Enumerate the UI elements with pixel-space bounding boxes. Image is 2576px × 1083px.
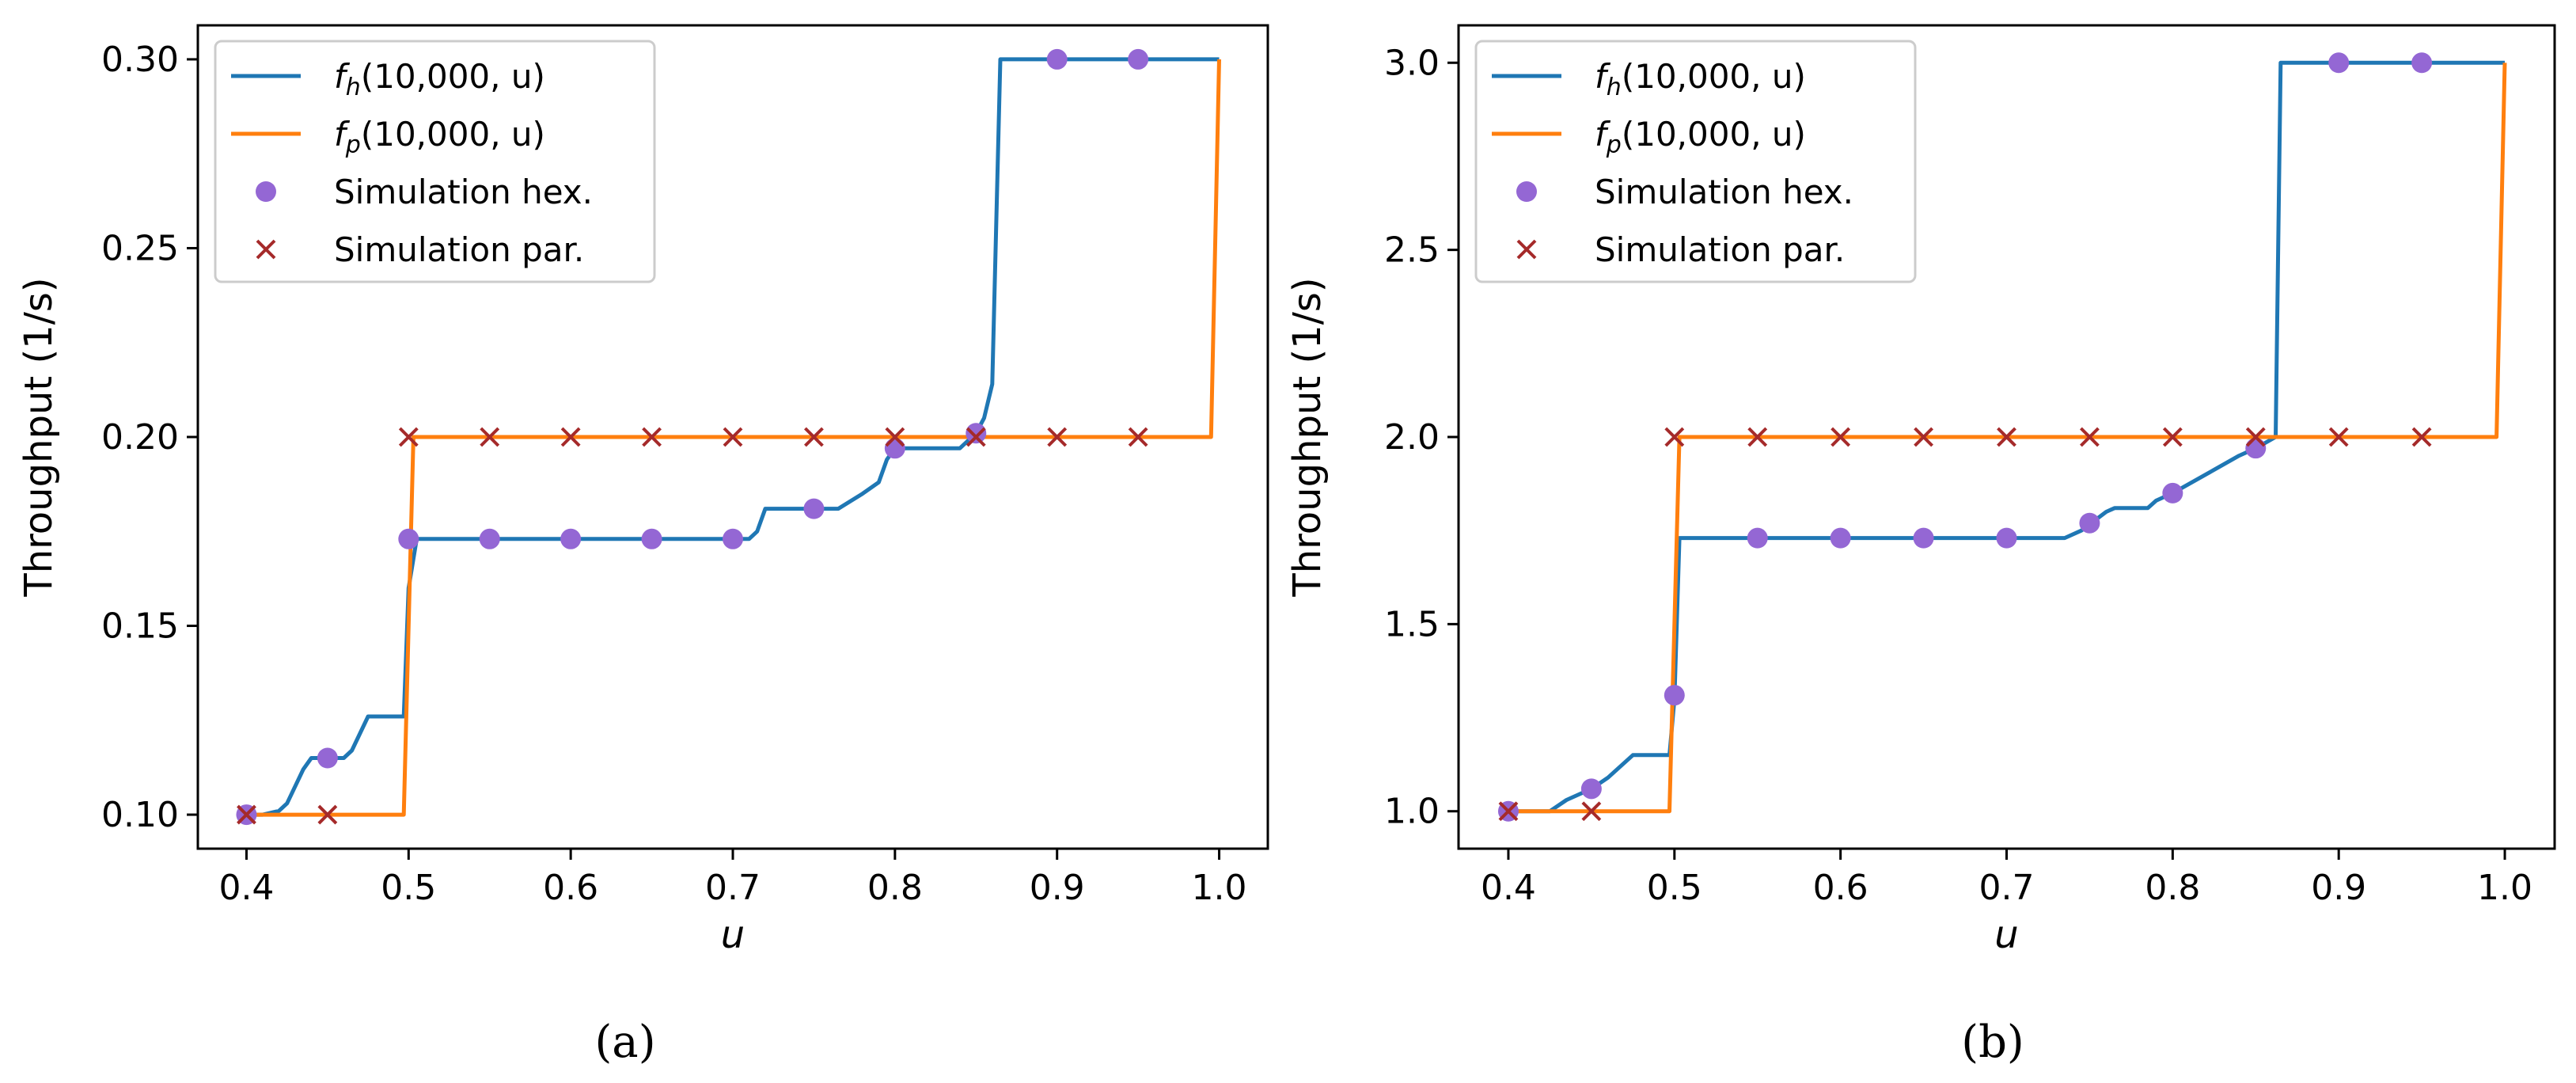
caption: (b) <box>1961 1016 2024 1068</box>
y-tick-label: 2.0 <box>1384 417 1440 458</box>
x-tick-label: 0.9 <box>2311 868 2366 908</box>
y-tick-label: 0.20 <box>101 417 179 458</box>
hex-point <box>1747 528 1768 549</box>
legend: fh(10,000, u) fp(10,000, u) Simulation hex… <box>215 41 654 282</box>
y-tick-label: 0.10 <box>101 795 179 835</box>
x-tick-label: 0.9 <box>1030 868 1085 908</box>
legend-label: Simulation hex. <box>334 173 593 211</box>
hex-point <box>2162 483 2183 504</box>
legend-label: fp(10,000, u) <box>1595 115 1806 159</box>
x-tick-label: 0.8 <box>2145 868 2200 908</box>
legend-swatch <box>1516 181 1537 202</box>
chart-b: 0.4 0.5 0.6 0.7 0.8 0.9 1.0 1.0 1.5 2.0 2.5 3.0 u Thr… <box>1285 25 2555 1068</box>
y-tick-label: 0.30 <box>101 40 179 80</box>
hex-point <box>966 423 986 443</box>
x-tick-label: 1.0 <box>1192 868 1247 908</box>
hex-point <box>1831 528 1851 549</box>
y-tick-label: 2.5 <box>1384 230 1440 271</box>
legend-label: fh(10,000, u) <box>334 57 545 101</box>
hex-point <box>642 529 662 549</box>
y-tick-label: 1.5 <box>1384 604 1440 644</box>
x-tick-label: 1.0 <box>2477 868 2532 908</box>
hex-point <box>317 748 338 769</box>
x-tick-label: 0.7 <box>1979 868 2035 908</box>
y-axis-label: Throughput (1/s) <box>1285 277 1330 597</box>
x-tick-label: 0.5 <box>1647 868 1702 908</box>
x-tick-label: 0.4 <box>218 868 274 908</box>
hex-point <box>723 529 743 549</box>
legend-label: Simulation par. <box>1595 230 1845 269</box>
x-tick-label: 0.7 <box>705 868 761 908</box>
legend-swatch <box>256 181 276 202</box>
hex-point <box>885 438 905 458</box>
x-tick-label: 0.5 <box>381 868 436 908</box>
x-tick-label: 0.6 <box>1813 868 1868 908</box>
hex-point <box>1664 685 1685 705</box>
caption: (a) <box>594 1016 655 1068</box>
hex-point <box>560 529 581 549</box>
hex-point <box>1581 778 1602 799</box>
hex-point <box>803 499 824 519</box>
x-tick-label: 0.4 <box>1481 868 1536 908</box>
y-tick-label: 1.0 <box>1384 792 1440 832</box>
x-tick-label: 0.6 <box>543 868 598 908</box>
hex-point <box>2328 52 2349 73</box>
chart-a: 0.4 0.5 0.6 0.7 0.8 0.9 1.0 0.10 0.15 0.20 0.25 0.3… <box>17 25 1268 1068</box>
hex-point <box>1997 528 2017 549</box>
y-tick-label: 0.15 <box>101 606 179 647</box>
hex-point <box>2411 52 2432 73</box>
figure: 0.4 0.5 0.6 0.7 0.8 0.9 1.0 0.10 0.15 0.20 0.25 0.3… <box>0 0 2576 1083</box>
legend: fh(10,000, u) fp(10,000, u) Simulation hex… <box>1476 41 1915 282</box>
y-tick-label: 0.25 <box>101 228 179 268</box>
legend-label: fh(10,000, u) <box>1595 57 1806 101</box>
y-axis-label: Throughput (1/s) <box>17 277 61 597</box>
hex-point <box>480 529 500 549</box>
legend-label: Simulation par. <box>334 230 584 269</box>
x-axis-label: u <box>721 913 745 957</box>
legend-label: Simulation hex. <box>1595 173 1853 211</box>
x-axis-label: u <box>1994 913 2018 957</box>
legend-label: fp(10,000, u) <box>334 115 545 159</box>
hex-point <box>2245 438 2266 458</box>
hex-point <box>1047 49 1068 70</box>
hex-point <box>1914 528 1934 549</box>
hex-point <box>2079 513 2100 534</box>
y-tick-label: 3.0 <box>1384 43 1440 83</box>
hex-point <box>1128 49 1148 70</box>
x-tick-label: 0.8 <box>867 868 923 908</box>
hex-point <box>398 529 419 549</box>
